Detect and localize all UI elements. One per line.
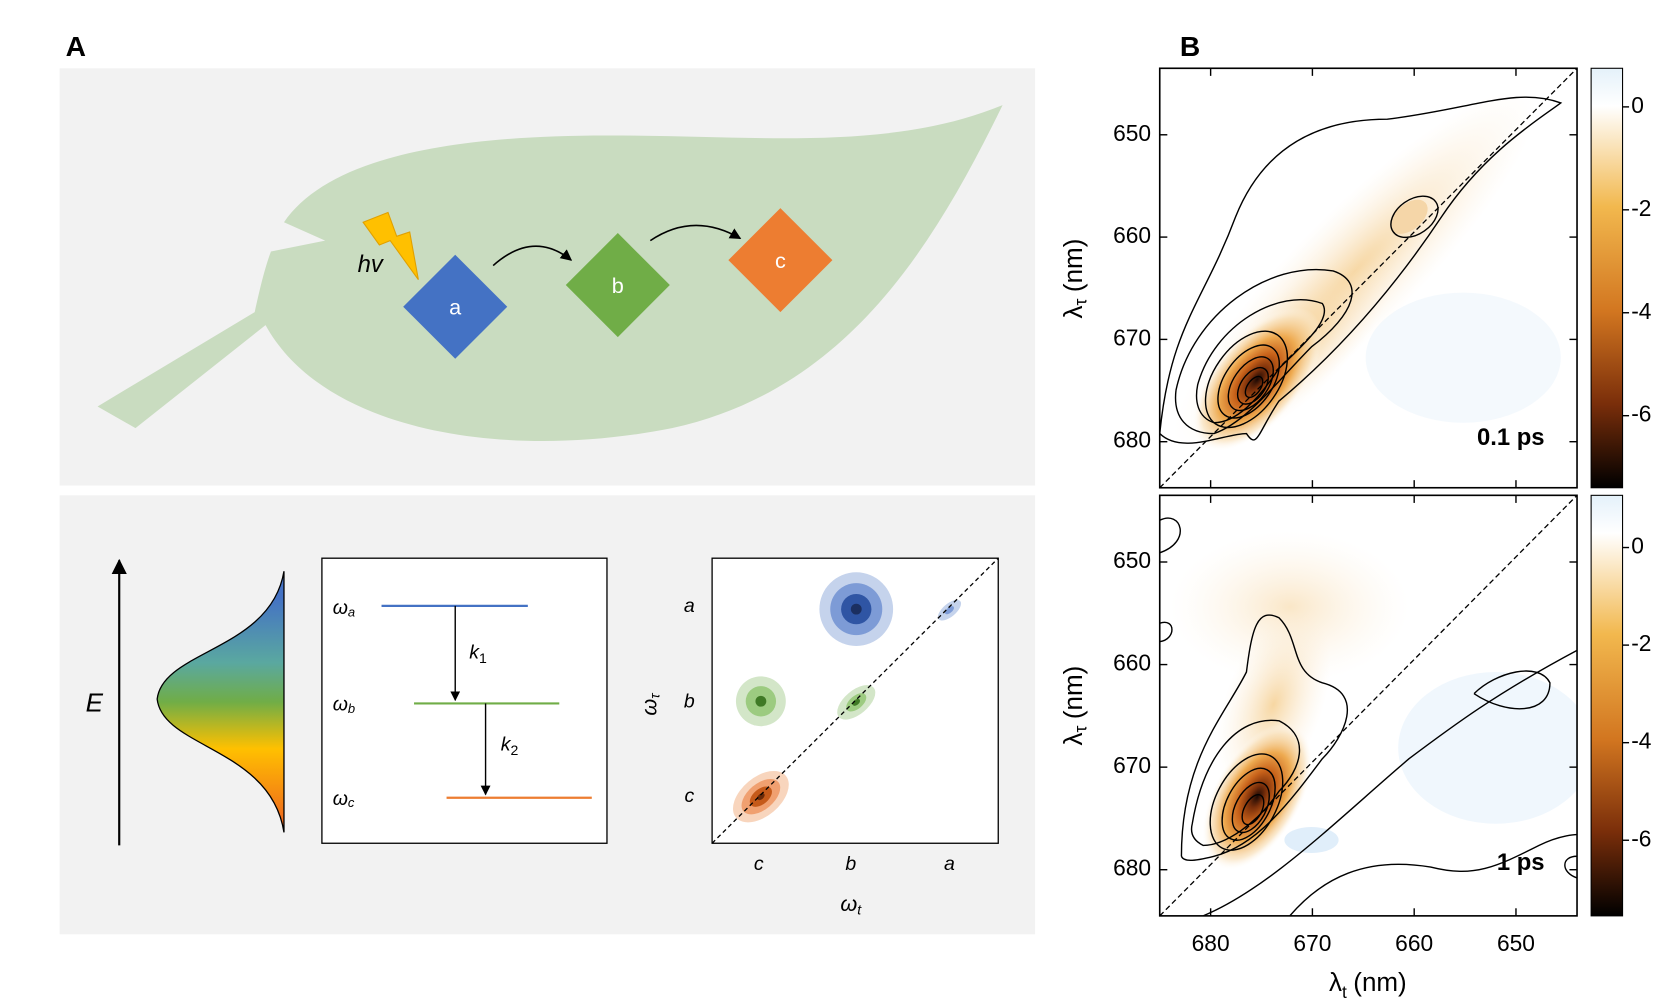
diagonal (711, 557, 999, 844)
symbol: ω (333, 597, 348, 619)
y-tick-label: 670 (1113, 752, 1151, 778)
sub: a (348, 605, 355, 620)
sub: t (857, 901, 862, 917)
level-diagram (321, 557, 608, 844)
symbol: λ (1058, 305, 1088, 318)
sub: b (348, 701, 355, 716)
energy-label: E (86, 687, 104, 717)
map-y-tick: c (684, 785, 694, 807)
x-axis-label: λt (nm) (1329, 967, 1407, 1001)
sub: τ (1070, 298, 1090, 305)
colorbar-tick-label: -4 (1631, 728, 1651, 754)
sub: 1 (479, 650, 487, 666)
map-x-label: ωt (840, 891, 862, 917)
time-label: 0.1 ps (1477, 424, 1545, 451)
colorbar-tick-label: 0 (1631, 533, 1644, 559)
y-tick-label: 680 (1113, 427, 1151, 453)
level-label: ωc (333, 788, 355, 811)
map-x-tick: a (944, 853, 955, 875)
map-x-tick: c (754, 853, 764, 875)
plot-frame (1158, 67, 1578, 489)
symbol: ω (636, 699, 661, 716)
state-label: b (612, 273, 624, 298)
y-tick-label: 650 (1113, 120, 1151, 146)
y-tick-label: 660 (1113, 222, 1151, 248)
sub: τ (646, 693, 662, 699)
state-b (565, 233, 670, 338)
x-tick-label: 660 (1395, 930, 1433, 956)
symbol: k (501, 734, 512, 756)
map-y-label: ωτ (636, 693, 662, 716)
schematic-peaks (732, 572, 962, 823)
unit: (nm) (1353, 967, 1406, 997)
leaf (97, 105, 1003, 442)
panel-label: B (1180, 30, 1200, 62)
symbol: λ (1058, 733, 1088, 746)
transfer-arrow (649, 224, 742, 242)
rate-label: k2 (501, 734, 519, 758)
colorbar (1590, 494, 1624, 917)
panel-label: A (66, 30, 86, 62)
y-tick-label: 670 (1113, 324, 1151, 350)
rate-label: k1 (469, 642, 487, 666)
time-label: 1 ps (1497, 849, 1545, 876)
x-tick-label: 680 (1192, 930, 1230, 956)
level-label: ωb (333, 694, 355, 717)
symbol: ω (333, 694, 348, 716)
y-tick-label: 650 (1113, 547, 1151, 573)
transfer-arrow (492, 245, 573, 267)
diagonal (1159, 494, 1578, 917)
x-tick-label: 650 (1497, 930, 1535, 956)
colorbar-tick-label: -2 (1631, 195, 1651, 221)
symbol: ω (840, 891, 857, 916)
state-a (403, 254, 508, 359)
plot-frame (1158, 494, 1578, 917)
y-tick-label: 660 (1113, 650, 1151, 676)
sub: c (348, 796, 355, 811)
map-y-tick: a (684, 595, 695, 617)
colorbar-tick-label: -2 (1631, 630, 1651, 656)
sub: t (1342, 981, 1347, 1001)
colorbar-tick-label: -6 (1631, 401, 1651, 427)
map-y-tick: b (684, 691, 695, 713)
state-label: c (775, 248, 786, 273)
symbol: λ (1329, 967, 1342, 997)
level-label: ωa (333, 597, 355, 620)
symbol: k (469, 642, 480, 664)
colorbar (1590, 67, 1624, 489)
photon-label: hv (358, 251, 385, 278)
diagonal (1159, 67, 1578, 489)
lightning (362, 211, 419, 280)
symbol: ω (333, 788, 348, 810)
sub: 2 (510, 742, 518, 758)
energy-distribution (156, 571, 285, 833)
sub: τ (1070, 726, 1090, 733)
colorbar-tick-label: -4 (1631, 298, 1651, 324)
y-axis-label: λτ (nm) (1058, 666, 1090, 746)
y-axis-label: λτ (nm) (1058, 239, 1090, 319)
colorbar-tick-label: 0 (1631, 92, 1644, 118)
y-tick-label: 680 (1113, 855, 1151, 881)
spectrum-map (1159, 495, 1578, 916)
state-label: a (449, 295, 462, 320)
unit: (nm) (1058, 666, 1088, 719)
unit: (nm) (1058, 239, 1088, 292)
colorbar-tick-label: -6 (1631, 825, 1651, 851)
x-tick-label: 670 (1293, 930, 1331, 956)
map-x-tick: b (845, 853, 856, 875)
